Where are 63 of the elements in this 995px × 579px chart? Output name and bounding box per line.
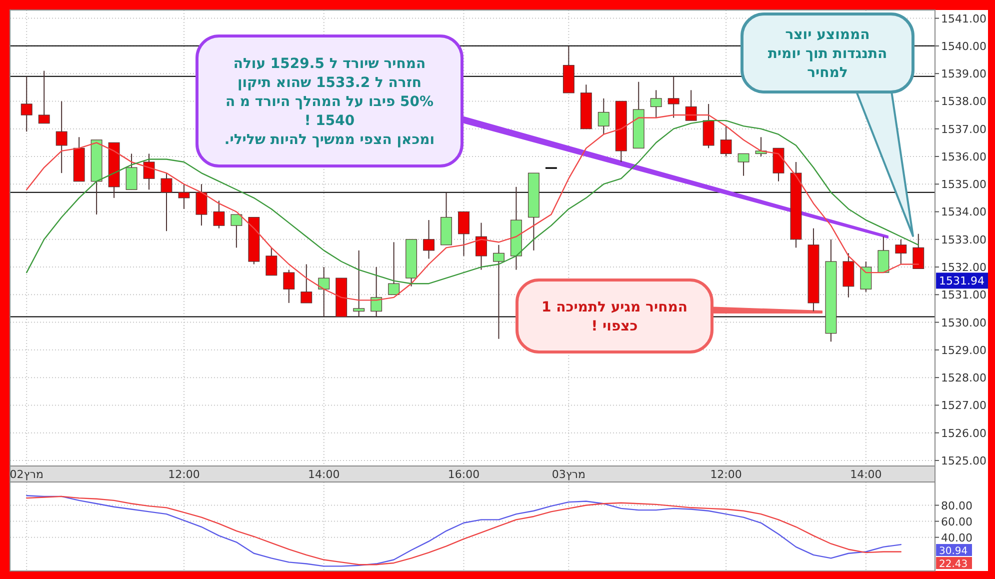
candlestick	[388, 242, 400, 296]
candlestick	[143, 153, 155, 190]
y-tick-label: 1534.00	[941, 206, 986, 219]
annotation: הממוצע יוצר התנגדות תוך יומית למחיר	[768, 27, 888, 81]
candlestick	[493, 244, 504, 340]
candlestick	[458, 211, 470, 256]
candlestick	[685, 90, 697, 122]
y-tick-label: 1526.00	[941, 426, 986, 440]
y-tick-label: 1532.00	[941, 261, 986, 274]
y-tick-label: 80.00	[941, 499, 972, 512]
y-tick-label: 60.00	[941, 515, 972, 528]
x-tick-label: 03מרץ	[552, 468, 586, 481]
candlestick	[476, 222, 487, 270]
y-tick-label: 1538.00	[941, 95, 986, 108]
candlestick	[860, 260, 872, 292]
candlestick	[720, 126, 732, 157]
y-tick-label: 1540.00	[941, 40, 986, 53]
candlestick	[423, 220, 435, 260]
y-tick-label: 1541.00	[941, 12, 986, 26]
candlestick	[878, 236, 890, 274]
x-tick-label: 16:00	[448, 468, 480, 481]
text: 22.43	[939, 559, 968, 570]
x-tick-label: 14:00	[850, 468, 882, 481]
candlestick	[370, 266, 382, 318]
y-tick-label: 1531.00	[941, 288, 986, 302]
candlestick	[318, 266, 330, 318]
y-tick-label: 1527.00	[941, 399, 986, 412]
candlestick	[353, 250, 365, 318]
candlestick	[738, 153, 750, 176]
y-tick-label: 1528.00	[941, 372, 986, 385]
x-tick-label: 12:00	[710, 468, 742, 481]
y-tick-label: 1537.00	[941, 122, 986, 136]
annotation: המחיר מגיע לתמיכה 1 כצפוי !	[542, 300, 688, 334]
candlestick	[668, 76, 680, 118]
candlestick	[230, 214, 242, 248]
candlestick	[266, 247, 278, 276]
y-tick-label: 1536.00	[941, 150, 986, 164]
candlestick	[160, 172, 172, 232]
y-tick-label: 1529.00	[941, 344, 986, 357]
candlestick	[598, 98, 610, 135]
candlestick	[300, 264, 312, 304]
y-tick-label: 40.00	[941, 531, 972, 544]
candlestick	[126, 153, 138, 190]
x-tick-label: 14:00	[308, 468, 340, 481]
candlestick	[196, 184, 208, 226]
y-tick-label: 1535.00	[941, 178, 986, 192]
candlestick	[912, 233, 924, 270]
x-tick-label: 12:00	[168, 468, 200, 481]
y-tick-label: 1539.00	[941, 68, 986, 81]
candlestick	[283, 269, 295, 304]
candlestick	[178, 184, 190, 210]
candlestick	[650, 90, 662, 118]
candlestick	[56, 100, 68, 174]
y-tick-label: 1525.00	[941, 454, 986, 468]
x-tick-label: 02מרץ	[10, 468, 44, 481]
candlestick	[20, 76, 32, 132]
candlestick	[895, 238, 907, 265]
y-tick-label: 1530.00	[941, 316, 986, 330]
text: 1531.94	[939, 274, 984, 288]
candlestick	[213, 200, 225, 229]
y-tick-label: 1533.00	[941, 233, 986, 246]
text: 30.94	[939, 546, 968, 557]
candlestick	[38, 70, 50, 124]
